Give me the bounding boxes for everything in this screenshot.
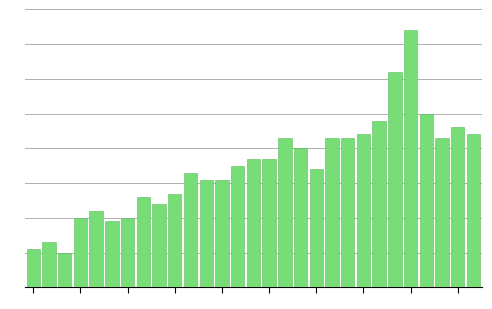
Bar <box>435 138 449 287</box>
Bar <box>184 173 197 287</box>
Bar <box>278 138 291 287</box>
Bar <box>153 204 166 287</box>
Bar <box>388 72 401 287</box>
Bar <box>90 211 103 287</box>
Bar <box>404 30 417 287</box>
Bar <box>105 221 119 287</box>
Bar <box>467 134 480 287</box>
Bar <box>137 197 150 287</box>
Bar <box>325 138 338 287</box>
Bar <box>372 121 386 287</box>
Bar <box>451 127 464 287</box>
Bar <box>42 242 56 287</box>
Bar <box>121 218 134 287</box>
Bar <box>294 148 307 287</box>
Bar <box>215 180 229 287</box>
Bar <box>309 169 323 287</box>
Bar <box>420 113 433 287</box>
Bar <box>58 252 71 287</box>
Bar <box>74 218 87 287</box>
Bar <box>200 180 213 287</box>
Bar <box>341 138 354 287</box>
Bar <box>27 249 40 287</box>
Bar <box>262 159 276 287</box>
Bar <box>246 159 260 287</box>
Bar <box>357 134 370 287</box>
Bar <box>168 193 182 287</box>
Bar <box>231 166 245 287</box>
